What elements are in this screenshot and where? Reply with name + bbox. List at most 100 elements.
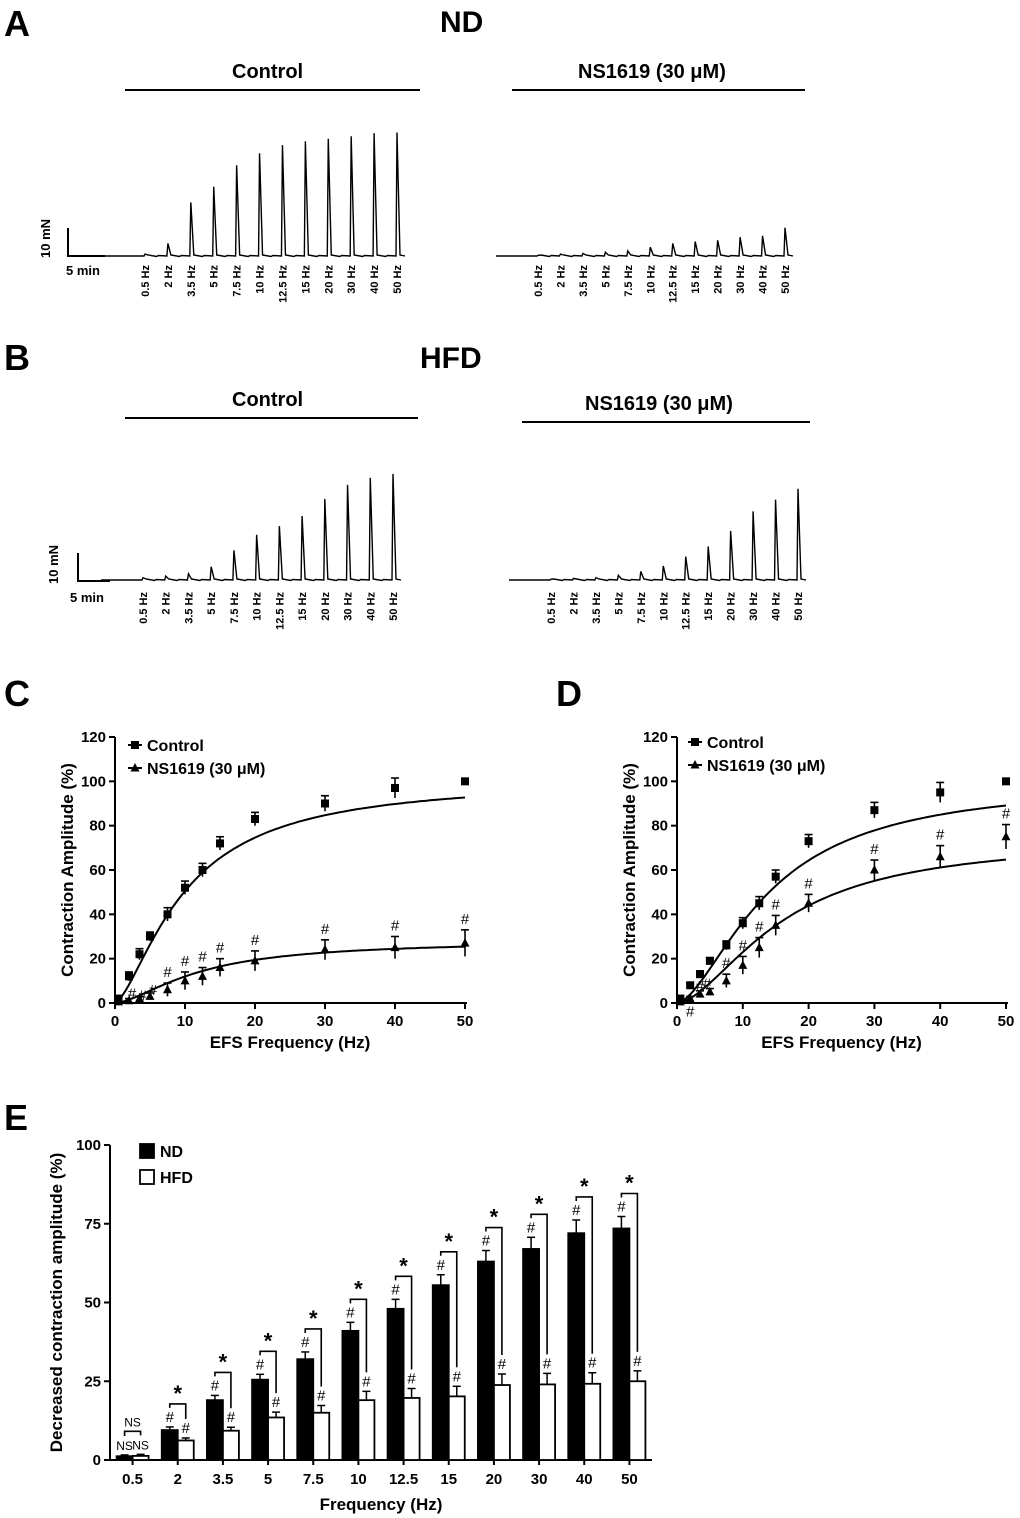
panel-e-legend-label: HFD [160,1170,193,1187]
panel-a-drug-freq-label: 50 Hz [780,265,792,294]
panel-e-legend-label: ND [160,1144,183,1161]
panel-a-control-freq-label: 15 Hz [300,265,312,294]
panel-b-control-freq-label: 5 Hz [206,592,218,615]
panel-c-ns1619-point [163,984,172,994]
panel-a-drug-freq-label: 10 Hz [645,265,657,294]
panel-d-x-tick-label: 40 [932,1013,949,1030]
panel-b-control-freq-label: 10 Hz [252,592,264,621]
panel-e-between-group-significance: * [264,1328,273,1353]
panel-c-ns1619-point [250,955,260,965]
panel-a-control-freq-label: 50 Hz [392,265,404,294]
panel-d-ns1619-point [754,942,764,952]
panel-e-x-tick-label: 15 [440,1471,457,1488]
panel-a-control-freq-label: 7.5 Hz [232,265,244,297]
panel-e-comparison-bracket [304,1328,323,1387]
panel-b-drug-freq-label: 15 Hz [703,592,715,621]
panel-e-x-tick-label: 2 [174,1471,182,1488]
panel-d-control-point [771,872,780,881]
panel-c-control-point [125,972,133,981]
panel-b-drug-trace: 0.5 Hz 2 Hz 3.5 Hz 5 Hz 7.5 Hz 10 Hz 12.5 Hz 15… [509,488,807,630]
panel-d-control-point [870,806,879,815]
panel-e-within-group-significance: # [572,1202,581,1219]
panel-c-control-point [391,783,399,792]
panel-c-control-point [216,839,224,848]
panel-b-control-freq-label: 30 Hz [343,592,355,621]
panel-e-bar-nd [431,1284,450,1461]
panel-e-bar-nd [612,1227,631,1461]
panel-d-x-tick-label: 10 [734,1013,751,1030]
panel-e-within-group-significance: # [362,1373,371,1390]
panel-e-y-tick-label: 0 [93,1452,101,1469]
panel-d-significance-hash: # [804,875,813,892]
panel-d-control-point [755,899,764,908]
panel-e-bar-nd [296,1358,315,1461]
panel-c-significance-hash: # [149,982,158,999]
panel-b-drug-freq-label: 3.5 Hz [591,592,603,624]
panel-d-y-tick-label: 0 [660,995,668,1012]
panel-c-significance-hash: # [163,964,172,981]
panel-b-drug-freq-label: 12.5 Hz [681,592,693,630]
panel-e-bar-nd [477,1260,495,1461]
panel-d-ns1619-point [869,865,879,874]
panel-d-control-point [936,788,945,797]
panel-e-bar-hfd [131,1455,150,1461]
panel-d-legend-triangle [690,760,700,769]
panel-a-scale-time: 5 min [66,263,100,278]
panel-e-within-group-significance: # [227,1409,236,1426]
panel-d-control-point [722,941,731,950]
panel-d-ns1619-point [804,898,814,907]
panel-d-x-axis-title: EFS Frequency (Hz) [761,1033,922,1052]
panel-c-significance-hash: # [128,986,137,1003]
panel-b-drug-label: NS1619 (30 μM) [585,393,733,415]
panel-e-bar-hfd [312,1411,331,1461]
panel-e-comparison-bracket [214,1371,232,1409]
panel-e-between-group-significance: NS [124,1415,141,1429]
panel-c-y-tick-label: 0 [98,995,106,1012]
panel-c-control-point [146,932,154,941]
panel-e-bar-hfd [222,1429,240,1461]
panel-c-legend-square [131,741,139,749]
panel-d-control-point [705,956,714,965]
panel-d-ns1619-point [685,993,695,1003]
panel-a-control-freq-label: 0.5 Hz [140,265,152,297]
panel-c-ns1619-point [215,962,225,972]
panel-e-within-group-significance: # [527,1219,536,1236]
panel-b-condition: HFD [420,342,482,375]
panel-e-x-tick-label: 5 [264,1471,272,1488]
panel-e-between-group-significance: * [580,1174,589,1199]
panel-b-control-label: Control [232,389,303,411]
panel-d-control-point [1002,777,1010,786]
panel-e-x-tick-label: 0.5 [122,1471,143,1488]
panel-c-significance-hash: # [251,932,260,949]
panel-b-drug-freq-label: 50 Hz [793,592,805,621]
panel-b-drug-freq-label: 7.5 Hz [636,592,648,624]
panel-d-y-tick-label: 40 [651,906,668,923]
panel-d-significance-hash: # [722,955,731,972]
panel-c-y-tick-label: 60 [89,862,106,879]
panel-b-label: B [4,337,30,378]
panel-e-x-tick-label: 3.5 [212,1471,233,1488]
panel-e-bar-hfd [357,1399,376,1461]
panel-b-control-freq-label: 12.5 Hz [274,592,286,630]
panel-e-within-group-significance: # [272,1394,281,1411]
panel-e-within-group-significance: # [453,1368,462,1385]
panel-d-legend-label: Control [707,735,764,752]
panel-b-control-freq-label: 2 Hz [161,592,173,615]
panel-e-bar-hfd [267,1416,285,1461]
panel-d-control-point [738,919,747,928]
panel-e-comparison-bracket [485,1226,503,1356]
panel-e-bar-nd [251,1378,269,1461]
panel-a-control-freq-label: 3.5 Hz [186,265,198,297]
panel-a-drug-freq-label: 7.5 Hz [623,265,635,297]
panel-c-x-tick-label: 0 [111,1013,119,1030]
panel-d-ns1619-point [705,986,715,996]
panel-c-control-point [181,883,189,892]
panel-d-label: D [556,673,582,714]
panel-e-comparison-bracket [394,1275,413,1370]
panel-d-fit-curve-control [676,804,1007,1004]
panel-e-within-group-significance: # [588,1355,597,1372]
panel-a-drug-freq-label: 3.5 Hz [578,265,590,297]
panel-a-control-label: Control [232,61,303,83]
panel-c-x-tick-label: 10 [177,1013,194,1030]
